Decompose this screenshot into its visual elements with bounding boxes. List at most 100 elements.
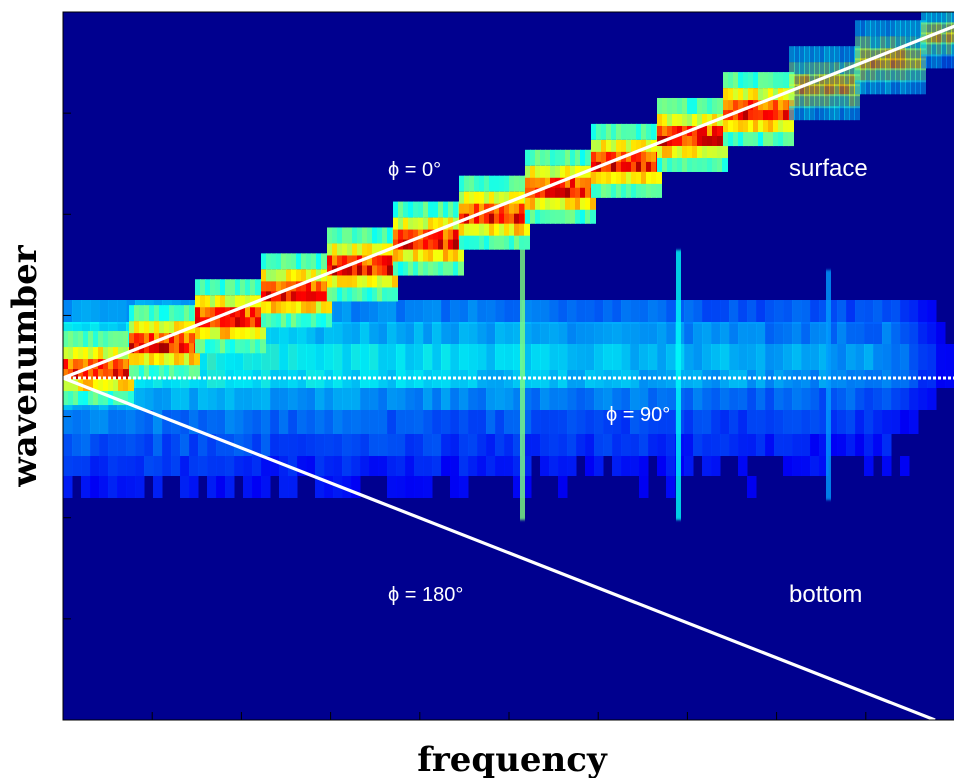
heat-cell [525,177,531,190]
heat-cell [266,301,272,316]
heat-cell [405,476,415,498]
heat-cell [855,434,865,456]
heat-cell [245,339,251,354]
heat-cell [626,183,632,198]
heat-cell [207,388,217,410]
heat-cell [311,291,317,304]
heat-cell [753,120,759,135]
heat-cell [271,301,277,316]
heat-cell [477,410,487,434]
heat-cell [479,223,485,238]
heat-cell [474,223,480,238]
heat-cell [243,476,253,498]
heat-cell [261,388,271,410]
heat-cell [910,48,916,61]
heat-cell [720,388,730,410]
heat-cell [594,388,604,410]
heat-cell [291,269,297,284]
heat-cell [342,476,352,498]
heat-cell [179,333,185,346]
heat-cell [535,149,541,166]
heat-cell [342,370,352,388]
heat-cell [864,434,874,456]
heat-cell [834,46,840,63]
heat-cell [682,97,688,114]
heat-cell [198,410,208,434]
heat-cell [139,333,145,346]
heat-cell [814,94,820,109]
heat-cell [693,388,703,410]
heat-cell [549,344,559,370]
heat-cell [205,279,211,296]
heat-cell [252,434,262,456]
heat-cell [846,410,856,434]
heat-cell [530,177,536,190]
heat-cell [558,434,568,456]
heat-cell [347,243,353,258]
heat-cell [235,279,241,296]
heat-cell [590,197,596,212]
heat-cell [450,388,460,410]
heat-cell [306,388,316,410]
heat-cell [459,300,469,324]
heat-cell [550,197,556,212]
heat-cell [378,322,388,344]
heat-cell [88,391,94,406]
heat-cell [555,187,561,200]
heat-cell [729,344,739,370]
heat-cell [789,94,795,109]
heat-cell [626,151,632,164]
heat-cell [134,333,140,346]
heat-cell [189,365,195,380]
heat-cell [672,157,678,172]
heat-cell [890,20,896,37]
heat-cell [216,476,226,498]
heat-cell [666,456,676,476]
heat-cell [747,322,757,344]
heat-cell [332,255,338,268]
heat-cell [667,145,673,160]
heat-cell [90,456,100,476]
heat-cell [774,322,784,344]
heat-cell [372,227,378,244]
heat-cell [486,410,496,434]
heat-cell [513,388,523,410]
heat-cell [189,476,199,498]
heat-cell [720,322,730,344]
heat-cell [499,175,505,192]
heat-cell [234,344,244,370]
heat-cell [139,321,145,336]
heat-cell [433,249,439,264]
heat-cell [393,217,399,232]
heat-cell [378,370,388,388]
heat-cell [477,434,487,456]
heat-cell [783,300,793,324]
heat-cell [342,388,352,410]
heat-cell [398,229,404,242]
heat-cell [405,456,415,476]
heat-cell [169,333,175,346]
heat-cell [687,157,693,172]
heat-cell [428,217,434,232]
heat-cell [351,322,361,344]
heat-cell [783,434,793,456]
heat-cell [941,0,947,10]
heat-cell [468,370,478,388]
heat-cell [154,365,160,380]
heat-cell [179,321,185,336]
heat-cell [864,456,874,476]
heat-cell [68,391,74,406]
heat-cell [352,275,358,290]
heat-cell [441,388,451,410]
heat-cell [351,456,361,476]
heat-cell [729,410,739,434]
heat-cell [194,365,200,380]
heat-cell [636,123,642,140]
heat-cell [666,344,676,370]
heat-cell [68,379,74,394]
heat-cell [90,434,100,456]
heat-cell [271,281,277,294]
heat-cell [398,217,404,232]
heat-cell [129,365,135,380]
heat-cell [154,343,160,356]
